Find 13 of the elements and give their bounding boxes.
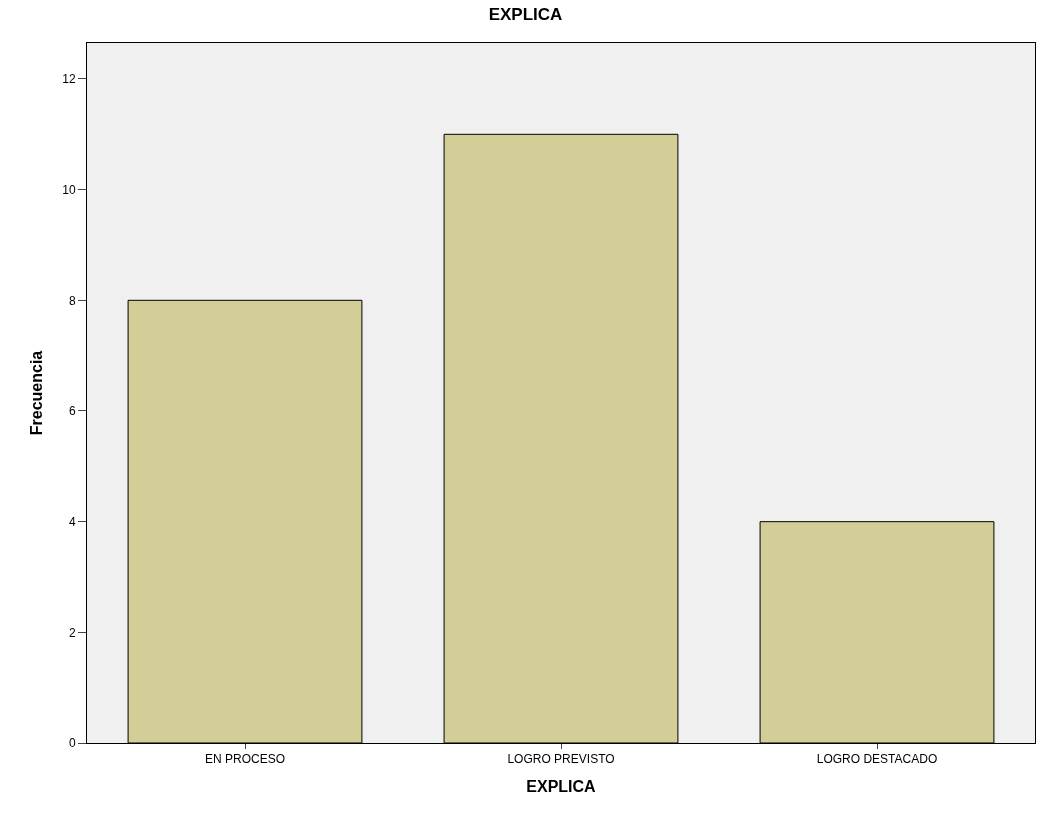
y-tick-label: 8 [68, 293, 76, 308]
chart-title: EXPLICA [488, 5, 563, 25]
y-tick-label: 2 [68, 625, 76, 640]
x-axis-title: EXPLICA [526, 778, 597, 796]
x-tick-label: LOGRO DESTACADO [816, 752, 938, 767]
x-tick-label: LOGRO PREVISTO [507, 752, 615, 767]
y-tick-label: 12 [62, 72, 76, 87]
y-tick-label: 6 [68, 404, 76, 419]
x-tick-label: EN PROCESO [204, 752, 286, 767]
y-axis-title: Frecuencia [28, 350, 46, 436]
y-tick-label: 10 [62, 182, 76, 197]
y-tick-label: 0 [68, 736, 76, 751]
y-tick-label: 4 [68, 514, 76, 529]
